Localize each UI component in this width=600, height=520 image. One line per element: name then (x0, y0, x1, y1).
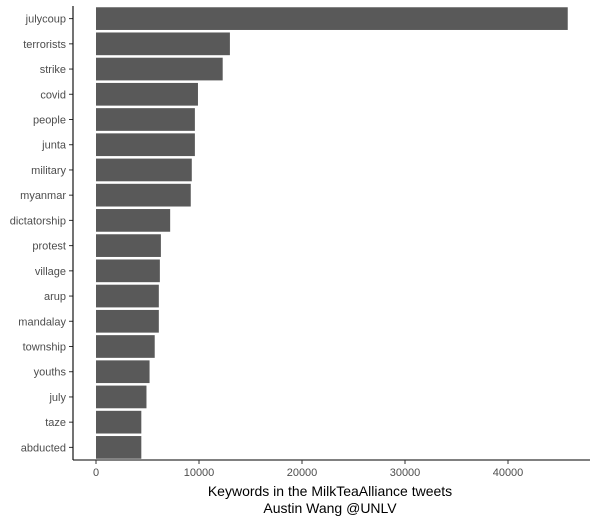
y-tick-label-julycoup: julycoup (25, 14, 66, 26)
bar-township (96, 335, 155, 358)
x-axis-title: Keywords in the MilkTeaAlliance tweets (208, 483, 452, 499)
bar-protest (96, 234, 161, 257)
bar-covid (96, 82, 198, 106)
bar-military (96, 158, 192, 182)
y-tick-label-myanmar: myanmar (20, 190, 66, 202)
bar-youths (96, 360, 150, 384)
x-tick-label-10000: 10000 (184, 467, 215, 479)
bar-village (96, 259, 160, 283)
bars-group (96, 7, 568, 459)
y-tick-label-abducted: abducted (21, 442, 66, 454)
y-tick-label-junta: junta (41, 140, 67, 152)
bar-junta (96, 133, 195, 157)
y-tick-label-july: july (48, 392, 66, 404)
bar-july (96, 385, 147, 409)
y-axis: julycoup terrorists strike covid people junta… (10, 6, 74, 460)
bar-mandalay (96, 309, 159, 333)
bar-terrorists (96, 32, 230, 56)
y-tick-label-youths: youths (34, 367, 67, 379)
bar-arup (96, 284, 159, 308)
bar-strike (96, 57, 223, 81)
y-tick-label-covid: covid (40, 89, 66, 101)
y-tick-label-township: township (23, 342, 66, 354)
y-tick-label-military: military (31, 165, 66, 177)
y-tick-label-village: village (35, 266, 66, 278)
chart-caption: Austin Wang @UNLV (263, 500, 397, 516)
y-tick-label-taze: taze (45, 417, 66, 429)
bar-abducted (96, 436, 142, 459)
bar-julycoup (96, 7, 568, 30)
x-tick-label-0: 0 (93, 467, 99, 479)
y-tick-label-protest: protest (32, 241, 66, 253)
y-tick-label-terrorists: terrorists (23, 39, 66, 51)
y-tick-label-dictatorship: dictatorship (10, 215, 66, 227)
bar-myanmar (96, 183, 191, 207)
x-tick-label-30000: 30000 (390, 467, 421, 479)
x-tick-label-20000: 20000 (287, 467, 318, 479)
y-tick-label-mandalay: mandalay (18, 316, 66, 328)
bar-people (96, 108, 195, 131)
y-tick-label-arup: arup (44, 291, 66, 303)
x-tick-label-40000: 40000 (493, 467, 524, 479)
x-axis: 0 10000 20000 30000 40000 (73, 459, 590, 479)
y-tick-label-people: people (33, 115, 66, 127)
y-tick-label-strike: strike (40, 64, 66, 76)
bar-dictatorship (96, 209, 171, 232)
bar-taze (96, 410, 142, 434)
